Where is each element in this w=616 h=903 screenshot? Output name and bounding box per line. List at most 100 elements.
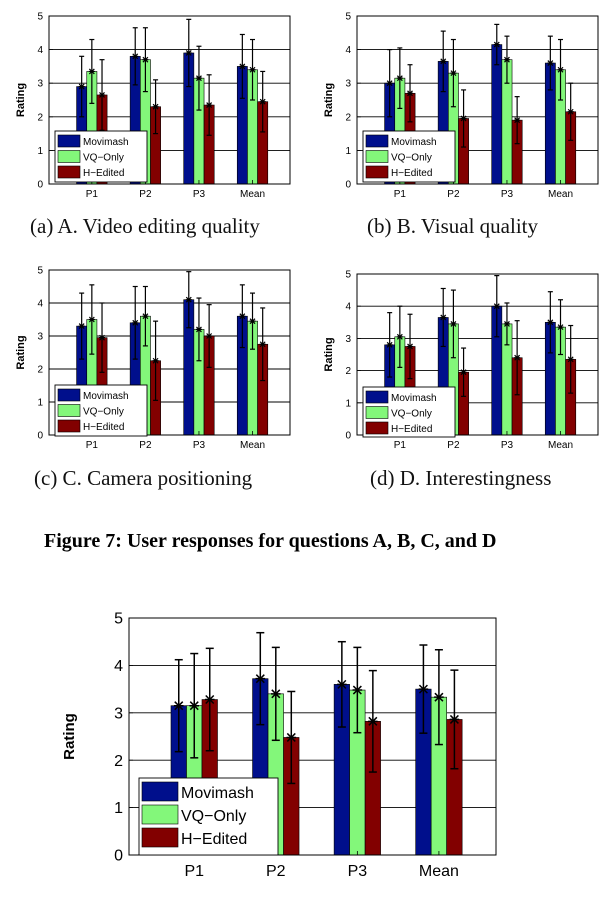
- chart-c-svg: 0 1 2 3 4 5 Rating P1 P2 P3 Mean Movimash VQ−Only H−E…: [15, 266, 291, 451]
- legend-swatch: [365, 421, 389, 435]
- x-tick-label: Mean: [548, 189, 573, 200]
- x-tick-label: P1: [394, 189, 407, 200]
- mean-marker: [440, 314, 447, 321]
- mean-marker: [418, 684, 429, 694]
- mean-marker: [88, 68, 95, 75]
- chart-d-svg: 0 1 2 3 4 5 Rating P1 P2 P3 Mean Movimash VQ−Only H−E…: [323, 270, 599, 451]
- legend-swatch: [365, 165, 389, 179]
- mean-marker: [493, 41, 500, 48]
- mean-marker: [440, 58, 447, 65]
- y-tick-label: 3: [345, 334, 351, 345]
- y-tick-label: 4: [37, 299, 43, 310]
- mean-marker: [259, 98, 266, 105]
- legend-swatch: [141, 804, 179, 825]
- y-tick-label: 4: [345, 302, 351, 313]
- legend-label: H−Edited: [391, 168, 432, 179]
- x-tick-label: P2: [139, 440, 152, 451]
- legend-swatch: [365, 150, 389, 163]
- y-tick-label: 1: [37, 146, 43, 157]
- x-tick-label: P3: [193, 440, 206, 451]
- mean-marker: [195, 75, 202, 82]
- legend-label: H−Edited: [181, 831, 247, 848]
- mean-marker: [386, 80, 393, 87]
- x-tick-label: Mean: [548, 440, 573, 451]
- x-tick-label: P2: [266, 863, 286, 880]
- mean-marker: [396, 75, 403, 82]
- y-tick-label: 0: [345, 180, 351, 191]
- y-tick-label: 5: [37, 12, 43, 23]
- x-tick-label: P1: [86, 189, 99, 200]
- mean-marker: [547, 319, 554, 326]
- x-tick-label: Mean: [240, 189, 265, 200]
- legend-swatch: [57, 388, 81, 402]
- legend-label: VQ−Only: [391, 153, 432, 164]
- x-tick-label: P2: [447, 189, 460, 200]
- mean-marker: [271, 689, 281, 699]
- mean-marker: [450, 320, 457, 327]
- y-tick-label: 5: [114, 611, 123, 628]
- y-tick-label: 1: [345, 398, 351, 409]
- legend-label: VQ−Only: [391, 409, 432, 420]
- plot-frame: [128, 617, 497, 856]
- figure-caption: Figure 7: User responses for questions A…: [44, 530, 497, 552]
- mean-marker: [407, 343, 414, 350]
- y-tick-label: 0: [37, 431, 43, 442]
- caption-b: (b) B. Visual quality: [367, 214, 539, 238]
- y-tick-label: 3: [114, 705, 123, 722]
- mean-marker: [407, 90, 414, 97]
- chart-group: 0 1 2 3 4 5 Rating P1 P2 P3 Mean Movimash VQ−Only H−E…: [323, 12, 599, 200]
- legend-swatch: [57, 134, 81, 148]
- x-tick-label: Mean: [419, 863, 459, 880]
- mean-marker: [132, 53, 139, 60]
- mean-marker: [337, 679, 347, 689]
- x-tick-label: P3: [348, 863, 368, 880]
- mean-marker: [173, 701, 184, 711]
- mean-marker: [99, 334, 106, 341]
- legend-label: H−Edited: [83, 422, 124, 433]
- legend-label: Movimash: [391, 393, 437, 404]
- legend-swatch: [365, 406, 389, 419]
- mean-marker: [503, 320, 510, 327]
- mean-marker: [78, 83, 85, 90]
- y-tick-label: 4: [345, 45, 351, 56]
- y-tick-label: 2: [114, 753, 123, 770]
- y-tick-label: 2: [345, 366, 351, 377]
- legend-label: Movimash: [391, 137, 437, 148]
- y-tick-label: 0: [37, 180, 43, 191]
- legend-label: VQ−Only: [181, 808, 246, 825]
- y-axis-label: Rating: [323, 337, 335, 371]
- legend-swatch: [57, 419, 81, 433]
- mean-marker: [204, 694, 215, 705]
- y-tick-label: 2: [37, 112, 43, 123]
- plot-frame: [48, 15, 291, 185]
- x-tick-label: P3: [193, 189, 206, 200]
- mean-marker: [493, 303, 500, 310]
- mean-marker: [386, 341, 393, 348]
- mean-marker: [450, 70, 457, 77]
- y-tick-label: 3: [37, 79, 43, 90]
- legend-label: Movimash: [83, 391, 129, 402]
- y-tick-label: 2: [37, 365, 43, 376]
- x-tick-label: P2: [139, 189, 152, 200]
- mean-marker: [249, 66, 256, 73]
- plot-frame: [48, 269, 291, 436]
- chart-group: 0 1 2 3 4 5 Rating P1 P2 P3 Mean Movimash VQ−Only H−E…: [15, 12, 291, 200]
- mean-marker: [239, 313, 246, 320]
- chart-group: 0 1 2 3 4 5 Rating P1 P2 P3 Mean Movimash VQ−Only H−E…: [15, 266, 291, 451]
- chart-panel-summary: 0 1 2 3 4 5 Rating P1 P2 P3 Mean Movimash VQ−Only H−E…: [60, 600, 560, 890]
- legend-label: Movimash: [181, 785, 254, 802]
- caption-d: (d) D. Interestingness: [370, 466, 552, 490]
- mean-marker: [88, 316, 95, 323]
- y-tick-label: 3: [345, 79, 351, 90]
- chart-group: 0 1 2 3 4 5 Rating P1 P2 P3 Mean Movimash VQ−Only H−E…: [61, 611, 497, 880]
- legend-label: H−Edited: [83, 168, 124, 179]
- x-tick-label: P3: [501, 440, 514, 451]
- x-tick-label: P1: [86, 440, 99, 451]
- mean-marker: [185, 296, 192, 303]
- mean-marker: [185, 50, 192, 56]
- mean-marker: [152, 103, 159, 110]
- mean-marker: [206, 102, 213, 108]
- y-axis-label: Rating: [323, 83, 335, 117]
- x-tick-label: P1: [184, 863, 204, 880]
- mean-marker: [249, 318, 256, 325]
